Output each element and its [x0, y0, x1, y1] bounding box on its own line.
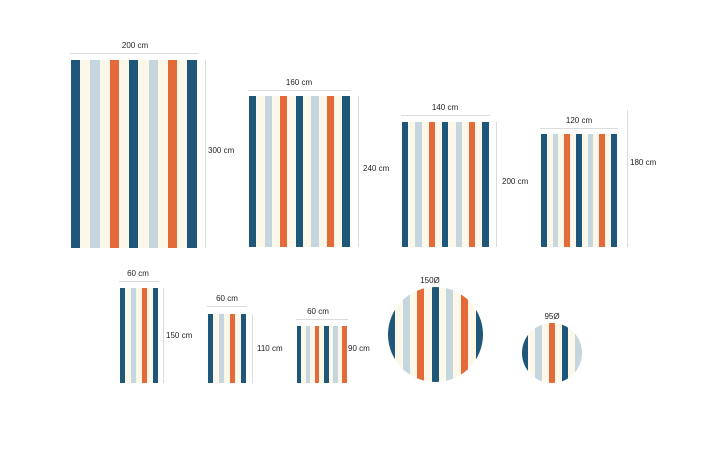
- rug-200x300: [71, 60, 197, 248]
- rug-150-round: [388, 287, 483, 382]
- navy-stripe: [482, 122, 489, 247]
- width-label-60: 60 cm: [307, 307, 329, 316]
- navy-stripe: [475, 287, 483, 382]
- height-label-240: 240 cm: [363, 164, 390, 173]
- height-label-110: 110 cm: [257, 344, 283, 353]
- rug-160x240: [249, 96, 350, 247]
- width-label-140: 140 cm: [431, 103, 459, 112]
- navy-stripe: [342, 96, 350, 247]
- lightblue-stripe: [264, 96, 272, 247]
- width-dimension-line: [401, 115, 490, 116]
- height-label-300: 300 cm: [208, 146, 235, 155]
- navy-stripe: [208, 314, 214, 383]
- orange-stripe: [428, 122, 436, 247]
- orange-stripe: [599, 134, 605, 247]
- orange-stripe: [342, 326, 347, 383]
- rug-60x110: [208, 314, 246, 383]
- width-dimension-line: [119, 281, 159, 282]
- rug-60x90: [297, 326, 347, 383]
- lightblue-stripe: [446, 287, 454, 382]
- navy-stripe: [129, 60, 139, 248]
- navy-stripe: [402, 122, 409, 247]
- width-label-200: 200 cm: [121, 41, 149, 50]
- lightblue-stripe: [218, 314, 224, 383]
- navy-stripe: [388, 287, 395, 382]
- navy-stripe: [541, 134, 547, 247]
- navy-stripe: [295, 96, 303, 247]
- orange-stripe: [461, 287, 468, 382]
- rug-140x200: [402, 122, 489, 247]
- lightblue-stripe: [455, 122, 462, 247]
- height-label-180: 180 cm: [630, 158, 657, 167]
- orange-stripe: [417, 287, 425, 382]
- navy-stripe: [562, 323, 569, 383]
- orange-stripe: [315, 326, 320, 383]
- height-dimension-line: [163, 288, 164, 383]
- orange-stripe: [280, 96, 288, 247]
- width-label-120: 120 cm: [565, 116, 593, 125]
- orange-stripe: [141, 288, 147, 383]
- navy-stripe: [71, 60, 81, 248]
- orange-stripe: [548, 323, 555, 383]
- lightblue-stripe: [535, 323, 542, 383]
- orange-stripe: [229, 314, 235, 383]
- navy-stripe: [187, 60, 197, 248]
- lightblue-stripe: [415, 122, 422, 247]
- orange-stripe: [109, 60, 119, 248]
- lightblue-stripe: [587, 134, 594, 247]
- lightblue-stripe: [130, 288, 136, 383]
- diameter-label-150: 150Ø: [420, 276, 440, 285]
- width-dimension-line: [70, 53, 198, 54]
- navy-stripe: [324, 326, 329, 383]
- height-label-200: 200 cm: [502, 177, 529, 186]
- orange-stripe: [564, 134, 570, 247]
- lightblue-stripe: [402, 287, 410, 382]
- orange-stripe: [167, 60, 178, 248]
- navy-stripe: [152, 288, 158, 383]
- lightblue-stripe: [306, 326, 311, 383]
- navy-stripe: [442, 122, 449, 247]
- lightblue-stripe: [333, 326, 338, 383]
- diameter-label-95: 95Ø: [544, 312, 560, 321]
- width-dimension-line: [207, 306, 247, 307]
- lightblue-stripe: [311, 96, 319, 247]
- lightblue-stripe: [90, 60, 100, 248]
- height-dimension-line: [205, 60, 206, 248]
- width-label-60: 60 cm: [216, 294, 238, 303]
- navy-stripe: [240, 314, 246, 383]
- navy-stripe: [120, 288, 126, 383]
- navy-stripe: [431, 287, 439, 382]
- width-label-60: 60 cm: [127, 269, 149, 278]
- navy-stripe: [297, 326, 302, 383]
- navy-stripe: [611, 134, 617, 247]
- height-label-90: 90 cm: [348, 344, 370, 353]
- navy-stripe: [576, 134, 582, 247]
- rug-120x180: [541, 134, 617, 247]
- height-dimension-line: [627, 110, 628, 247]
- rug-60x150: [120, 288, 158, 383]
- height-label-150: 150 cm: [166, 331, 193, 340]
- height-dimension-line: [252, 314, 253, 383]
- height-dimension-line: [358, 96, 359, 247]
- width-label-160: 160 cm: [285, 78, 313, 87]
- lightblue-stripe: [148, 60, 158, 248]
- width-dimension-line: [540, 128, 618, 129]
- navy-stripe: [249, 96, 257, 247]
- width-dimension-line: [296, 319, 348, 320]
- orange-stripe: [326, 96, 335, 247]
- orange-stripe: [468, 122, 476, 247]
- lightblue-stripe: [552, 134, 559, 247]
- navy-stripe: [522, 323, 529, 383]
- rug-95-round: [522, 323, 582, 383]
- lightblue-stripe: [575, 323, 582, 383]
- height-dimension-line: [496, 122, 497, 247]
- width-dimension-line: [248, 90, 351, 91]
